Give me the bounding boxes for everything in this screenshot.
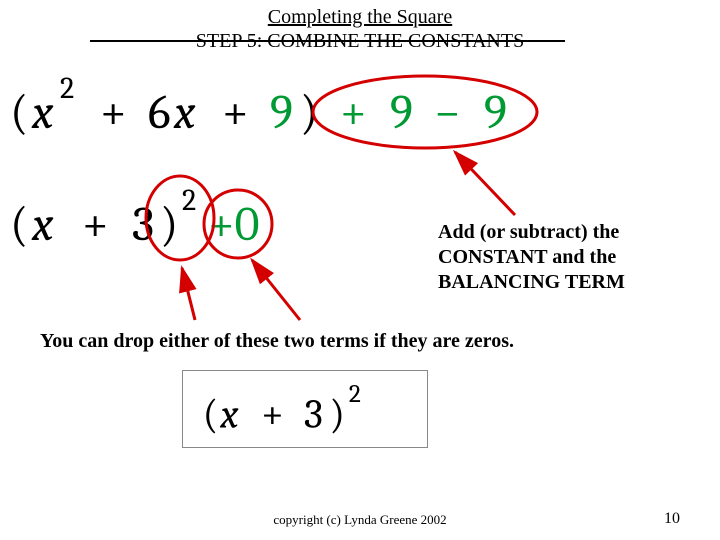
eq1-sup2: 2	[60, 71, 74, 106]
eq2-plus0: +0	[208, 197, 259, 252]
eq3-plus: +	[261, 392, 284, 439]
page-number: 10	[664, 510, 680, 528]
eq2-sup2: 2	[182, 183, 196, 218]
drop-note: You can drop either of these two terms i…	[40, 330, 514, 353]
eq3-sup2: 2	[349, 380, 361, 409]
final-equation-box: ( x + 3 ) 2	[182, 370, 428, 448]
eq2-three: 3	[132, 197, 154, 252]
eq3-three: 3	[304, 392, 323, 439]
equation-1: ( x 2 + 6 x + 9 ) + 9 − 9	[10, 60, 710, 150]
step-subtitle: STEP 5: COMBINE THE CONSTANTS	[0, 30, 720, 53]
eq1-plus1: +	[100, 85, 127, 140]
annot-line1: Add (or subtract) the	[438, 221, 619, 243]
eq1-lparen: (	[10, 85, 28, 140]
eq1-minus: −	[434, 85, 461, 140]
eq1-six: 6	[148, 85, 171, 140]
eq2-rparen: )	[160, 197, 178, 252]
eq1-plus3: +	[340, 85, 367, 140]
eq1-rparen: )	[300, 85, 318, 140]
eq1-x: x	[31, 85, 54, 140]
annotation-combine: Add (or subtract) the CONSTANT and the B…	[438, 220, 698, 295]
eq3-x: x	[219, 392, 239, 439]
page-title: Completing the Square	[0, 6, 720, 29]
eq1-nine-b: 9	[390, 85, 413, 140]
eq2-plus: +	[82, 197, 109, 252]
eq3-lparen: (	[203, 392, 219, 439]
copyright-text: copyright (c) Lynda Greene 2002	[0, 512, 720, 528]
eq1-plus2: +	[222, 85, 249, 140]
eq3-rparen: )	[329, 392, 345, 439]
eq2-x: x	[31, 197, 54, 252]
annot-line2: CONSTANT and the	[438, 246, 616, 268]
eq1-x2: x	[173, 85, 196, 140]
eq1-nine-c: 9	[484, 85, 507, 140]
eq1-nine-green: 9	[270, 85, 293, 140]
arrow-to-squared	[182, 268, 195, 320]
annot-line3: BALANCING TERM	[438, 271, 625, 293]
eq2-lparen: (	[10, 197, 28, 252]
